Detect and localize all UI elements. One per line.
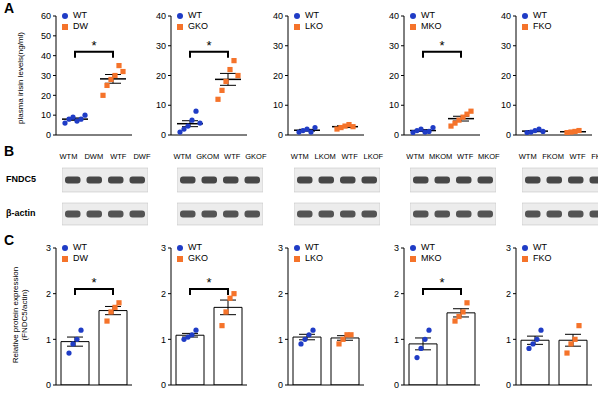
html-text:WT: WT (73, 242, 87, 252)
html-text:WT: WT (533, 242, 547, 252)
svg-text:1: 1 (46, 335, 51, 345)
html-text:LKO: LKO (305, 21, 323, 31)
html-text:DW: DW (73, 21, 88, 31)
svg-text:2: 2 (161, 289, 166, 299)
svg-text:40: 40 (501, 11, 511, 21)
html-text:WT: WT (533, 10, 547, 20)
svg-text:10: 10 (156, 100, 166, 110)
svg-text:3: 3 (161, 243, 166, 253)
html-text:WTF: WTF (224, 152, 241, 161)
svg-text:20: 20 (273, 71, 283, 81)
svg-text:1: 1 (506, 335, 511, 345)
svg-text:30: 30 (156, 41, 166, 51)
html-text:DWM: DWM (84, 152, 104, 161)
html-text:WTM: WTM (406, 152, 425, 161)
svg-text:0: 0 (506, 380, 511, 390)
html-text:A: A (4, 0, 15, 16)
html-text:GKO: GKO (188, 253, 208, 263)
html-text:plasma irisin levels(ng/ml): plasma irisin levels(ng/ml) (15, 32, 25, 124)
html-text:FKO: FKO (533, 253, 552, 263)
svg-text:0: 0 (278, 130, 283, 140)
svg-text:40: 40 (389, 11, 399, 21)
svg-text:10: 10 (501, 100, 511, 110)
html-text:WT: WT (188, 10, 202, 20)
svg-text:20: 20 (41, 91, 51, 101)
html-text:B: B (4, 143, 15, 159)
html-text:DWF: DWF (133, 152, 151, 161)
svg-text:2: 2 (278, 289, 283, 299)
html-text:WTF: WTF (457, 152, 474, 161)
html-text:GKOF: GKOF (245, 152, 267, 161)
svg-text:1: 1 (278, 335, 283, 345)
svg-text:0: 0 (161, 380, 166, 390)
svg-text:30: 30 (501, 41, 511, 51)
svg-text:0: 0 (46, 130, 51, 140)
html-text:MKO: MKO (421, 21, 442, 31)
svg-text:20: 20 (501, 71, 511, 81)
html-text:WTM: WTM (518, 152, 537, 161)
svg-text:1: 1 (394, 335, 399, 345)
svg-text:60: 60 (41, 11, 51, 21)
svg-text:40: 40 (156, 11, 166, 21)
svg-text:10: 10 (41, 110, 51, 120)
svg-text:3: 3 (394, 243, 399, 253)
html-text:WTF: WTF (110, 152, 127, 161)
html-text:WT: WT (188, 242, 202, 252)
html-text:FKOM: FKOM (542, 152, 564, 161)
html-text:WT: WT (421, 10, 435, 20)
svg-text:2: 2 (46, 289, 51, 299)
html-text:MKOF: MKOF (478, 152, 500, 161)
svg-text:0: 0 (394, 380, 399, 390)
svg-text:1: 1 (161, 335, 166, 345)
svg-text:0: 0 (46, 380, 51, 390)
svg-text:30: 30 (389, 41, 399, 51)
svg-text:0: 0 (394, 130, 399, 140)
svg-text:3: 3 (506, 243, 511, 253)
html-text:WTF: WTF (569, 152, 586, 161)
html-text:GKO: GKO (188, 21, 208, 31)
svg-text:30: 30 (41, 71, 51, 81)
html-text:Relative protein expression (F: Relative protein expression (FNDC5/actin… (11, 266, 29, 364)
html-text:WTM: WTM (290, 152, 309, 161)
svg-text:3: 3 (46, 243, 51, 253)
html-text:WT: WT (305, 10, 319, 20)
html-text:DW: DW (73, 253, 88, 263)
svg-text:10: 10 (273, 100, 283, 110)
html-text:WT: WT (73, 10, 87, 20)
html-text:LKOF: LKOF (363, 152, 384, 161)
html-text:WTM: WTM (173, 152, 192, 161)
svg-text:20: 20 (156, 71, 166, 81)
svg-text:3: 3 (278, 243, 283, 253)
svg-text:0: 0 (161, 130, 166, 140)
html-text:FKO: FKO (533, 21, 552, 31)
svg-text:30: 30 (273, 41, 283, 51)
html-text:β-actin: β-actin (6, 208, 36, 218)
svg-text:50: 50 (41, 31, 51, 41)
svg-text:0: 0 (278, 380, 283, 390)
html-text:WT: WT (421, 242, 435, 252)
svg-text:2: 2 (394, 289, 399, 299)
svg-text:20: 20 (389, 71, 399, 81)
html-text:MKOM: MKOM (429, 152, 453, 161)
svg-text:40: 40 (273, 11, 283, 21)
svg-text:0: 0 (506, 130, 511, 140)
html-text:FNDC5: FNDC5 (6, 174, 36, 184)
svg-text:10: 10 (389, 100, 399, 110)
html-text:WTM: WTM (59, 152, 78, 161)
html-text:LKO: LKO (305, 253, 323, 263)
html-text:MKO: MKO (421, 253, 442, 263)
svg-text:2: 2 (506, 289, 511, 299)
html-text:WTF: WTF (341, 152, 358, 161)
html-text:WT: WT (305, 242, 319, 252)
svg-text:40: 40 (41, 51, 51, 61)
html-text:C: C (4, 232, 15, 248)
html-text:LKOM: LKOM (314, 152, 336, 161)
html-text:GKOM: GKOM (196, 152, 220, 161)
